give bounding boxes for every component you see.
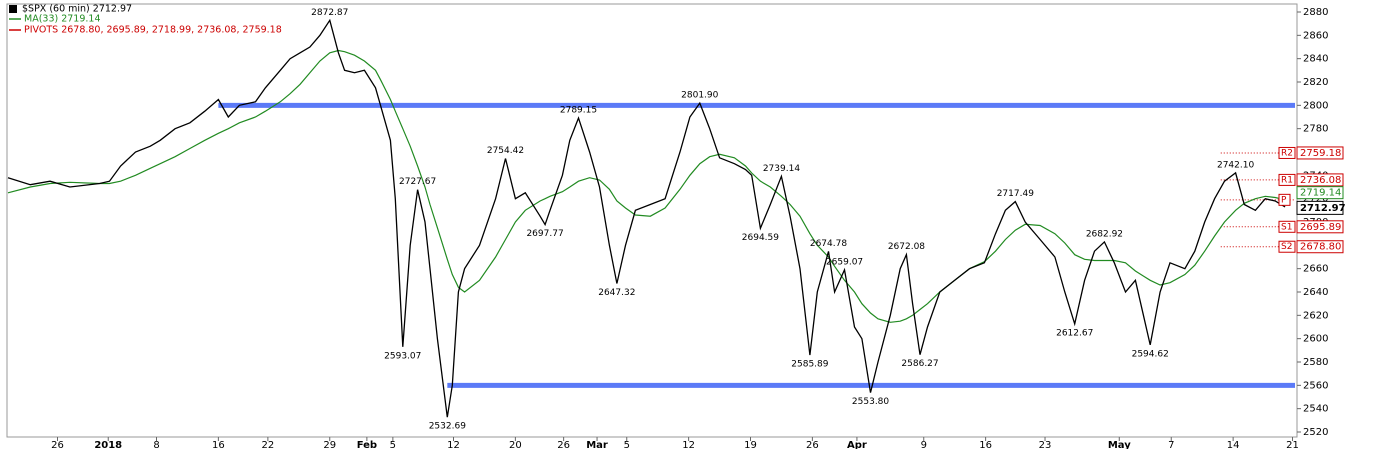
pivot-tag-name: P [1281,195,1287,205]
x-tick-label: Feb [357,440,377,449]
price-line [7,18,1286,418]
pivot-tag-name: S2 [1281,242,1292,252]
value-label: 2727.67 [399,177,436,187]
y-tick-label: 2600 [1303,334,1328,345]
value-label: 2593.07 [384,351,421,361]
x-tick-label: 19 [744,440,757,449]
pivot-tag: S1 2695.89 [1278,220,1344,234]
y-tick-label: 2820 [1303,77,1328,88]
y-tick-label: 2840 [1303,54,1328,65]
x-tick-label: Apr [847,440,867,449]
value-label: 2647.32 [598,288,635,298]
legend-price: $SPX (60 min) 2712.97 [22,4,132,15]
value-label: 2742.10 [1217,160,1254,170]
y-tick-label: 2880 [1303,7,1328,18]
y-tick-label: 2860 [1303,30,1328,41]
y-tick-label: 2560 [1303,380,1328,391]
x-tick-label: 26 [806,440,819,449]
value-label: 2594.62 [1132,349,1169,359]
pivot-tag-box [1278,193,1291,206]
value-label: 2801.90 [681,91,718,101]
value-label: 2672.08 [888,242,925,252]
y-tick-label: 2620 [1303,310,1328,321]
x-tick-label: 9 [921,440,927,449]
ma-last-value: 2719.14 [1300,188,1341,199]
value-label: 2612.67 [1056,328,1093,338]
x-tick-label: Mar [586,440,608,449]
value-label: 2739.14 [763,164,800,174]
x-tick-label: May [1108,440,1131,449]
pivot-tag-name: R1 [1281,175,1293,185]
pivot-value: 2736.08 [1300,175,1341,186]
value-label: 2697.77 [526,229,563,239]
x-tick-label: 26 [557,440,570,449]
pivot-value: 2759.18 [1300,148,1341,159]
y-tick-label: 2800 [1303,100,1328,111]
value-label: 2585.89 [791,360,828,370]
x-tick-label: 16 [979,440,992,449]
x-tick-label: 8 [153,440,159,449]
x-tick-label: 12 [447,440,460,449]
pivot-tag-name: S1 [1281,222,1292,232]
pivot-tag-box [1278,240,1296,253]
pivot-tag: S2 2678.80 [1278,240,1344,254]
pivot-tag-box [1278,173,1296,186]
pivot-tag-box [1278,146,1296,159]
legend: $SPX (60 min) 2712.97 MA(33) 2719.14 PIV… [9,4,282,36]
pivot-tag-box [1278,220,1296,233]
y-tick-label: 2660 [1303,264,1328,275]
plot-frame [6,3,1298,438]
x-tick-label: 29 [323,440,336,449]
x-tick-label: 5 [390,440,396,449]
pivot-tag: R2 2759.18 [1278,146,1344,160]
x-tick-label: 21 [1286,440,1299,449]
pivot-value-box [1296,240,1344,254]
value-label: 2754.42 [487,146,524,156]
x-tick-label: 12 [682,440,695,449]
pivot-tag: P [1278,193,1291,206]
value-label: 2553.80 [852,397,889,407]
x-tick-label: 20 [509,440,522,449]
x-tick-label: 16 [212,440,225,449]
pivot-value: 2695.89 [1300,222,1341,233]
pivot-tag: R1 2736.08 [1278,173,1344,187]
x-tick-label: 23 [1039,440,1052,449]
value-label: 2717.49 [997,189,1034,199]
value-label: 2872.87 [311,8,348,18]
ma-line [7,49,1286,323]
legend-pivots: PIVOTS 2678.80, 2695.89, 2718.99, 2736.0… [24,25,282,36]
y-tick-label: 2780 [1303,124,1328,135]
value-label: 2674.78 [810,239,847,249]
legend-ma: MA(33) 2719.14 [24,14,101,25]
value-label: 2789.15 [560,105,597,115]
pivot-value: 2678.80 [1300,242,1341,253]
ma-last-box [1296,186,1344,200]
pivot-value-box [1296,173,1344,187]
y-tick-label: 2540 [1303,404,1328,415]
y-tick-label: 2580 [1303,357,1328,368]
x-tick-label: 14 [1227,440,1240,449]
value-label: 2532.69 [429,422,466,432]
x-tick-label: 2018 [94,440,122,449]
value-label: 2659.07 [826,257,863,267]
y-tick-label: 2520 [1303,427,1328,438]
x-tick-label: 22 [262,440,275,449]
last-price-value: 2712.97 [1300,203,1346,214]
y-tick-label: 2640 [1303,287,1328,298]
value-label: 2682.92 [1086,229,1123,239]
pivot-value-box [1296,146,1344,160]
value-label: 2694.59 [742,233,779,243]
x-tick-label: 5 [624,440,630,449]
x-tick-label: 7 [1168,440,1174,449]
pivot-value-box [1296,220,1344,234]
legend-icon [9,5,17,13]
pivot-tag-name: R2 [1281,148,1293,158]
x-tick-label: 26 [51,440,64,449]
last-price-box [1296,200,1344,215]
value-label: 2586.27 [901,359,938,369]
